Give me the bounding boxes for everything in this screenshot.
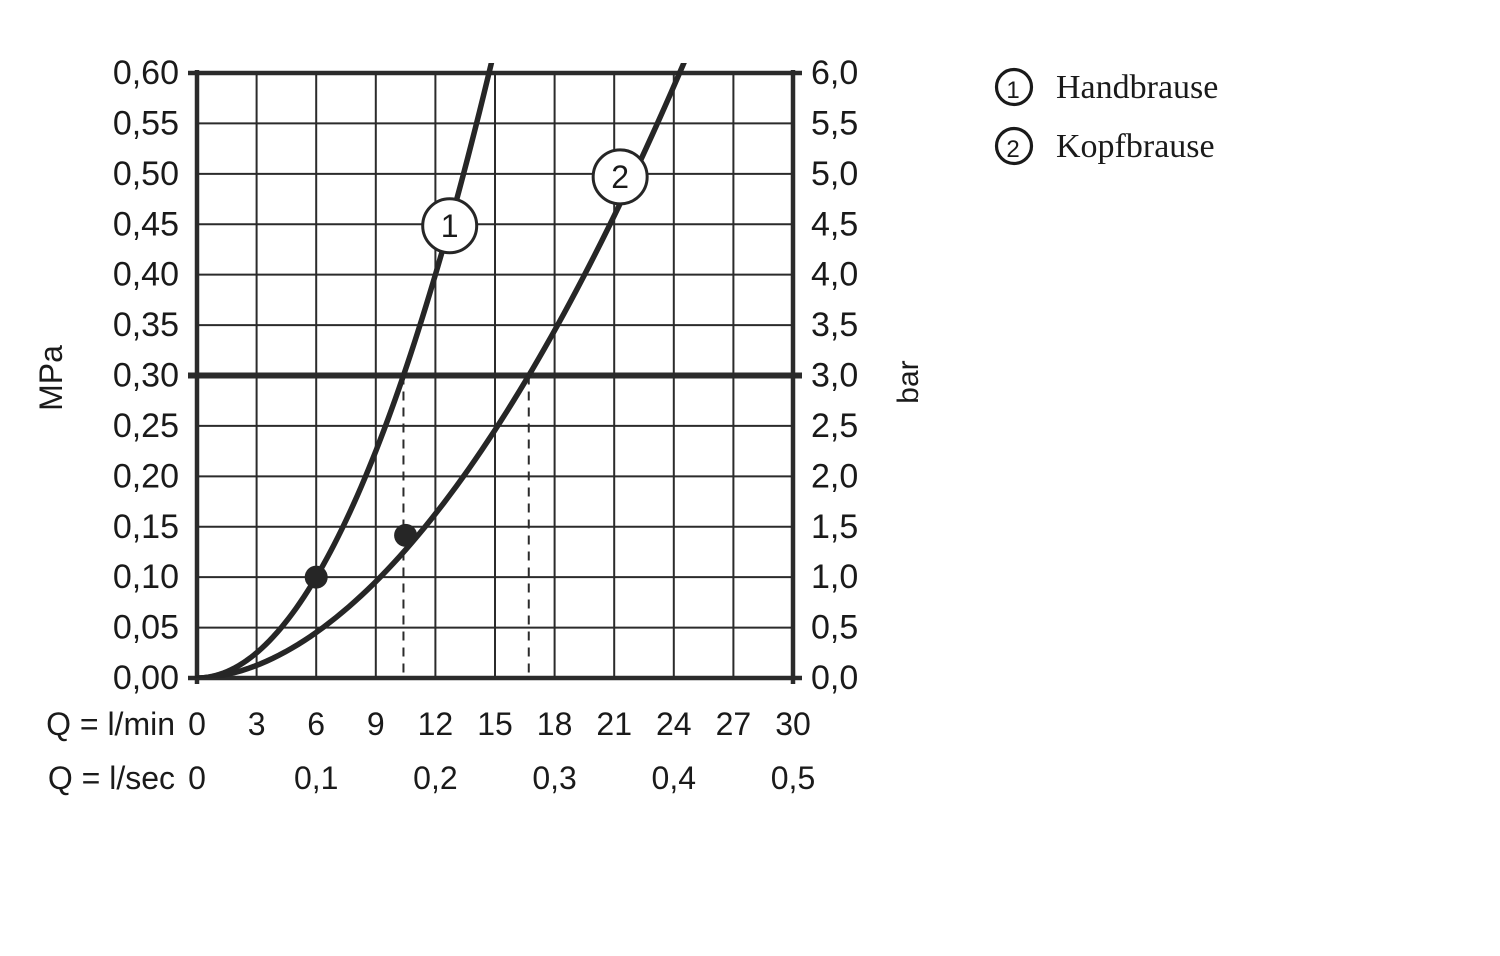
svg-text:0: 0: [188, 706, 206, 742]
svg-text:4,5: 4,5: [811, 205, 858, 243]
svg-text:2,0: 2,0: [811, 457, 858, 495]
svg-text:0,1: 0,1: [294, 760, 338, 796]
svg-text:0,4: 0,4: [652, 760, 696, 796]
svg-text:3: 3: [248, 706, 266, 742]
svg-text:6,0: 6,0: [811, 54, 858, 92]
svg-text:0,0: 0,0: [811, 659, 858, 697]
svg-text:12: 12: [418, 706, 454, 742]
svg-text:0,30: 0,30: [113, 357, 179, 395]
svg-text:30: 30: [775, 706, 811, 742]
svg-text:27: 27: [716, 706, 752, 742]
svg-text:MPa: MPa: [33, 345, 69, 411]
svg-text:0,35: 0,35: [113, 306, 179, 344]
svg-text:0,05: 0,05: [113, 609, 179, 647]
svg-text:24: 24: [656, 706, 692, 742]
svg-text:0,45: 0,45: [113, 205, 179, 243]
svg-text:0,00: 0,00: [113, 659, 179, 697]
svg-text:1,5: 1,5: [811, 508, 858, 546]
svg-text:0,15: 0,15: [113, 508, 179, 546]
svg-text:1: 1: [1006, 77, 1019, 104]
svg-text:15: 15: [477, 706, 513, 742]
svg-text:0,10: 0,10: [113, 558, 179, 596]
svg-text:5,5: 5,5: [811, 104, 858, 142]
svg-text:9: 9: [367, 706, 385, 742]
svg-text:6: 6: [307, 706, 325, 742]
svg-text:0,20: 0,20: [113, 457, 179, 495]
svg-text:21: 21: [596, 706, 632, 742]
svg-text:1,0: 1,0: [811, 558, 858, 596]
svg-text:bar: bar: [892, 360, 925, 403]
svg-text:0,50: 0,50: [113, 155, 179, 193]
svg-text:0,5: 0,5: [811, 609, 858, 647]
svg-text:4,0: 4,0: [811, 256, 858, 294]
svg-text:Q = l/min: Q = l/min: [46, 706, 175, 742]
svg-text:Handbrause: Handbrause: [1056, 69, 1218, 106]
svg-text:1: 1: [441, 208, 459, 244]
svg-text:0,2: 0,2: [413, 760, 457, 796]
svg-text:0,5: 0,5: [771, 760, 815, 796]
svg-text:0,60: 0,60: [113, 54, 179, 92]
svg-text:2,5: 2,5: [811, 407, 858, 445]
svg-text:18: 18: [537, 706, 573, 742]
svg-text:0: 0: [188, 760, 206, 796]
svg-text:2: 2: [611, 159, 629, 195]
svg-text:0,55: 0,55: [113, 104, 179, 142]
svg-text:0,3: 0,3: [532, 760, 576, 796]
svg-text:0,25: 0,25: [113, 407, 179, 445]
svg-text:Kopfbrause: Kopfbrause: [1056, 128, 1215, 165]
svg-text:5,0: 5,0: [811, 155, 858, 193]
svg-text:2: 2: [1006, 136, 1019, 163]
svg-text:3,5: 3,5: [811, 306, 858, 344]
svg-text:0,40: 0,40: [113, 256, 179, 294]
svg-text:Q = l/sec: Q = l/sec: [48, 760, 175, 796]
svg-text:3,0: 3,0: [811, 357, 858, 395]
